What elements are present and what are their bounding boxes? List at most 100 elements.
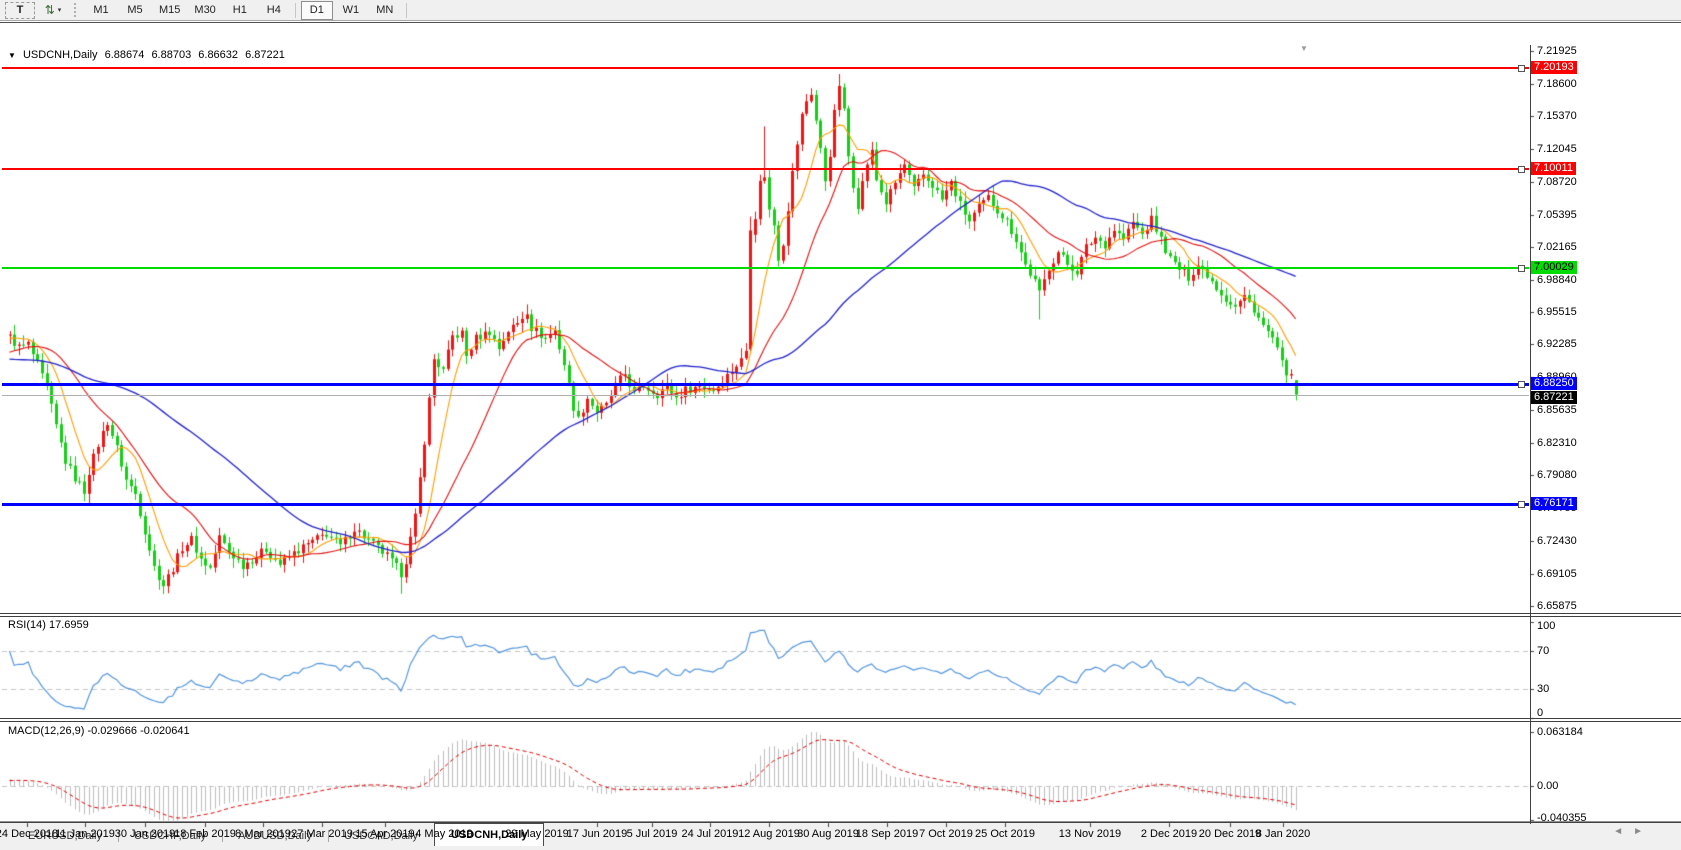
price-chart-canvas[interactable] (0, 23, 1681, 850)
timeframe-toolbar: M1 M5 M15 M30 H1 H4 D1 W1 MN (84, 0, 411, 20)
chart-shift-marker[interactable]: ▼ (1300, 44, 1308, 53)
price-axis-tick: 6.65875 (1537, 599, 1577, 612)
horizontal-line-object[interactable] (2, 167, 1529, 170)
ohlc-high: 6.88703 (151, 49, 192, 61)
price-axis-tick: 6.98840 (1537, 273, 1577, 286)
rsi-axis-tick: 30 (1537, 683, 1550, 696)
date-axis-line (0, 822, 1681, 823)
price-axis-tick: 7.12045 (1537, 142, 1577, 155)
date-axis-label: 4 May 2019 (415, 828, 473, 840)
hline-anchor-square[interactable] (1518, 501, 1525, 508)
price-axis-tick: 7.15370 (1537, 109, 1577, 122)
macd-axis-tick: 0.00 (1537, 780, 1559, 792)
price-axis-tick: 6.85635 (1537, 404, 1577, 417)
date-axis-label: 25 Oct 2019 (975, 828, 1035, 840)
price-axis-tick: 6.95515 (1537, 306, 1577, 319)
date-axis-label: 24 Dec 2018 (0, 828, 59, 840)
hline-price-tag: 6.88250 (1531, 377, 1577, 391)
hline-price-tag: 7.20193 (1531, 61, 1577, 75)
date-axis-label: 15 Apr 2019 (355, 828, 415, 840)
date-axis-label: 13 Nov 2019 (1058, 828, 1122, 840)
toolbar-separator (405, 2, 407, 18)
date-axis-label: 12 Aug 2019 (738, 828, 800, 840)
price-axis-tick: 7.02165 (1537, 240, 1577, 253)
timeframe-button-m30[interactable]: M30 (194, 4, 216, 16)
timeframe-button-mn[interactable]: MN (376, 4, 394, 16)
symbol-marker-icon[interactable]: ▼ (8, 51, 16, 60)
date-axis-label: 20 Dec 2019 (1198, 828, 1262, 840)
timeframe-button-h1[interactable]: H1 (232, 4, 247, 16)
chart-tab-usdcnh[interactable]: USDCNH,Daily (434, 823, 545, 846)
pane-divider[interactable] (0, 718, 1681, 719)
hline-anchor-square[interactable] (1518, 264, 1525, 272)
timeframe-button-d1[interactable]: D1 (300, 0, 333, 20)
pane-divider[interactable] (0, 721, 1681, 722)
timeframe-button-w1[interactable]: W1 (342, 4, 360, 16)
horizontal-line-object[interactable] (2, 67, 1529, 70)
rsi-indicator-label: RSI(14) 17.6959 (8, 619, 89, 631)
toolbar: T ⇅ ▾ M1 M5 M15 M30 H1 H4 D1 W1 MN (0, 0, 1681, 21)
date-axis-label: 8 Jan 2020 (1255, 828, 1311, 840)
toolbar-separator (294, 2, 296, 18)
chart-window: ▼ USDCNH,Daily 6.88674 6.88703 6.86632 6… (0, 22, 1681, 850)
toolbar-grip (74, 3, 78, 17)
ohlc-open: 6.88674 (104, 49, 145, 61)
hline-price-tag: 7.00029 (1531, 260, 1577, 274)
chart-header: ▼ USDCNH,Daily 6.88674 6.88703 6.86632 6… (8, 49, 289, 61)
macd-axis-tick: 0.063184 (1537, 725, 1583, 738)
pane-divider[interactable] (0, 616, 1681, 617)
timeframe-button-m1[interactable]: M1 (93, 4, 109, 16)
rsi-axis-tick: 70 (1537, 644, 1550, 657)
price-axis-tick: 6.69105 (1537, 567, 1577, 580)
date-axis-label: 2 Dec 2019 (1140, 828, 1198, 840)
macd-indicator-label: MACD(12,26,9) -0.029666 -0.020641 (8, 725, 190, 737)
date-axis-label: 5 Jul 2019 (626, 828, 678, 840)
tab-scroll-left-icon[interactable]: ◄ (1613, 826, 1634, 837)
arrows-tool-button[interactable]: ⇅ ▾ (37, 1, 69, 20)
price-axis-line (1530, 45, 1531, 824)
price-axis-tick: 7.18600 (1537, 77, 1577, 90)
arrows-icon: ⇅ (44, 3, 55, 17)
date-axis-label: 8 Mar 2019 (235, 828, 291, 840)
rsi-axis-tick: 0 (1537, 707, 1544, 719)
timeframe-button-h4[interactable]: H4 (266, 4, 281, 16)
date-axis-label: 24 Jul 2019 (681, 828, 739, 840)
date-axis-label: 18 Sep 2019 (855, 828, 919, 840)
current-price-tag: 6.87221 (1531, 390, 1577, 404)
price-axis-tick: 7.08720 (1537, 175, 1577, 188)
ohlc-close: 6.87221 (245, 49, 285, 61)
timeframe-button-m5[interactable]: M5 (127, 4, 143, 16)
hline-price-tag: 6.76171 (1531, 497, 1577, 510)
hline-anchor-square[interactable] (1518, 65, 1525, 73)
macd-axis-tick: -0.040355 (1537, 812, 1587, 824)
text-tool-button[interactable]: T (5, 1, 35, 19)
pane-divider[interactable] (0, 613, 1681, 614)
price-axis-tick: 6.92285 (1537, 338, 1577, 351)
price-axis-tick: 6.72430 (1537, 535, 1577, 548)
current-price-line (2, 395, 1529, 396)
hline-price-tag: 7.10011 (1531, 161, 1576, 175)
tab-scroll-right-icon[interactable]: ► (1633, 826, 1653, 837)
date-axis-label: 29 May 2019 (505, 828, 569, 840)
date-axis-label: 27 Mar 2019 (291, 828, 353, 840)
chart-symbol-label: USDCNH,Daily (22, 49, 98, 61)
horizontal-line-object[interactable] (2, 382, 1529, 386)
date-axis-label: 30 Jan 2019 (114, 828, 176, 840)
price-axis-tick: 7.21925 (1537, 45, 1577, 57)
rsi-axis-tick: 100 (1537, 620, 1556, 632)
horizontal-line-object[interactable] (2, 266, 1529, 269)
chevron-down-icon: ▾ (57, 7, 62, 14)
price-axis-tick: 6.79080 (1537, 469, 1577, 482)
tab-scroll-arrows[interactable]: ◄► (1613, 826, 1653, 837)
hline-anchor-square[interactable] (1518, 165, 1525, 173)
price-axis-tick: 6.82310 (1537, 437, 1577, 450)
date-axis-label: 18 Feb 2019 (174, 828, 236, 840)
date-axis-label: 7 Oct 2019 (919, 828, 973, 840)
price-axis-tick: 7.05395 (1537, 208, 1577, 221)
timeframe-button-m15[interactable]: M15 (159, 4, 181, 16)
date-axis-label: 11 Jan 2019 (55, 828, 115, 840)
horizontal-line-object[interactable] (2, 502, 1529, 506)
hline-anchor-square[interactable] (1518, 381, 1525, 389)
date-axis-label: 17 Jun 2019 (566, 828, 628, 840)
